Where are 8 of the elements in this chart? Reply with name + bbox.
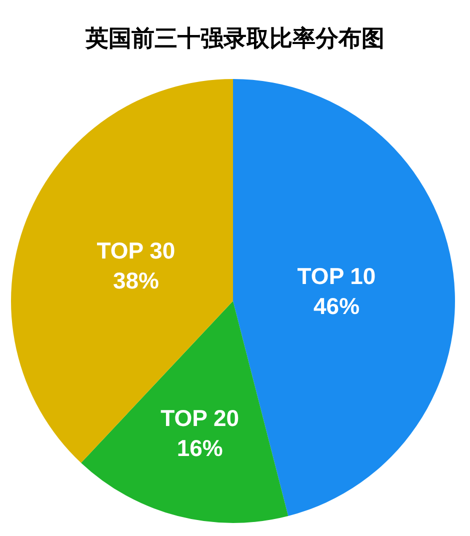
slice-label: TOP 30 xyxy=(96,238,176,264)
chart-title: 英国前三十强录取比率分布图 xyxy=(84,25,384,51)
slice-label: TOP 20 xyxy=(160,405,240,432)
slice-label: TOP 10 xyxy=(297,262,376,289)
data-label: 46% xyxy=(313,292,360,319)
data-label: 38% xyxy=(112,268,160,294)
pie-slice xyxy=(81,301,288,523)
data-label: 16% xyxy=(176,435,223,462)
